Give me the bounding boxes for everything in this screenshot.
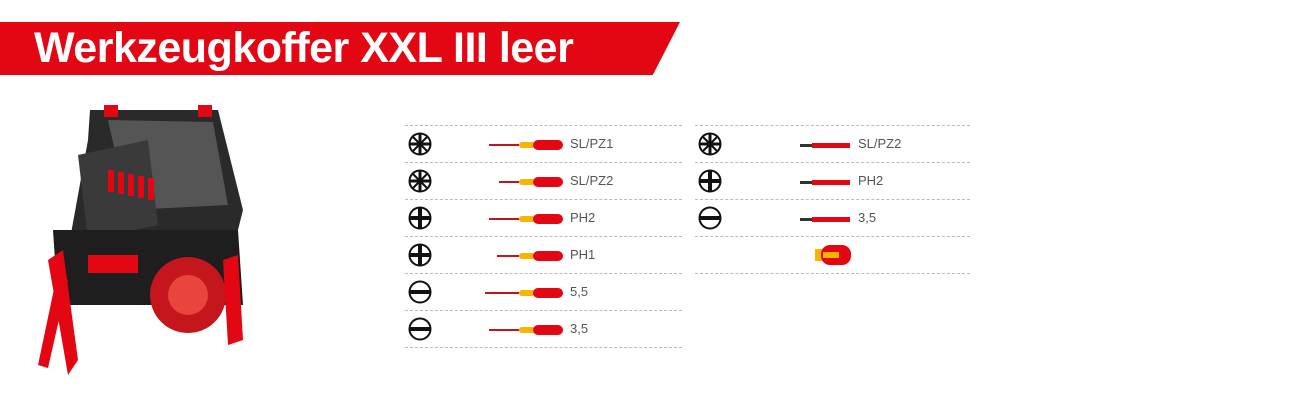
tool-row: SL/PZ2 (405, 162, 682, 199)
slimbit-blade-image (800, 138, 850, 150)
slotted-pozidriv-tip-icon (408, 169, 432, 193)
tool-size-label: SL/PZ2 (858, 136, 902, 151)
phillips-tip-icon (408, 243, 432, 267)
slimbit-blade-image (800, 212, 850, 224)
tool-size-label: SL/PZ2 (570, 173, 614, 188)
stubby-handle-image (815, 244, 851, 265)
tool-case-image (38, 105, 243, 375)
slimfix-screwdriver-image (485, 286, 577, 298)
tool-size-label: 5,5 (570, 284, 589, 299)
tool-row: PH2 (695, 162, 970, 199)
slimbit-blade-image (800, 175, 850, 187)
tool-row: 3,5 (405, 310, 682, 348)
tool-row: SL/PZ1 (405, 125, 682, 162)
slimfix-screwdriver-image (489, 323, 577, 335)
slimfix-screwdriver-image (489, 212, 577, 224)
right-tool-list: SL/PZ2 PH2 3,5 (695, 125, 970, 274)
tool-row (695, 236, 970, 274)
slimfix-screwdriver-image (499, 175, 577, 187)
tool-size-label: PH1 (570, 247, 596, 262)
slotted-tip-icon (698, 206, 722, 230)
tool-row: 3,5 (695, 199, 970, 236)
tool-row: PH2 (405, 199, 682, 236)
slotted-pozidriv-tip-icon (698, 132, 722, 156)
tool-size-label: 3,5 (570, 321, 589, 336)
title-banner: Werkzeugkoffer XXL III leer (0, 22, 680, 75)
slotted-tip-icon (408, 317, 432, 341)
slimfix-screwdriver-image (497, 249, 577, 261)
slimfix-screwdriver-image (489, 138, 577, 150)
tool-row: SL/PZ2 (695, 125, 970, 162)
tool-size-label: 3,5 (858, 210, 877, 225)
tool-row: PH1 (405, 236, 682, 273)
page-title: Werkzeugkoffer XXL III leer (34, 24, 574, 72)
left-tool-list: SL/PZ1 SL/PZ2 PH2 PH1 5,5 3,5 (405, 125, 682, 348)
slotted-pozidriv-tip-icon (408, 132, 432, 156)
slotted-tip-icon (408, 280, 432, 304)
tool-size-label: SL/PZ1 (570, 136, 614, 151)
tool-size-label: PH2 (858, 173, 884, 188)
phillips-tip-icon (698, 169, 722, 193)
tool-size-label: PH2 (570, 210, 596, 225)
phillips-tip-icon (408, 206, 432, 230)
tool-row: 5,5 (405, 273, 682, 310)
